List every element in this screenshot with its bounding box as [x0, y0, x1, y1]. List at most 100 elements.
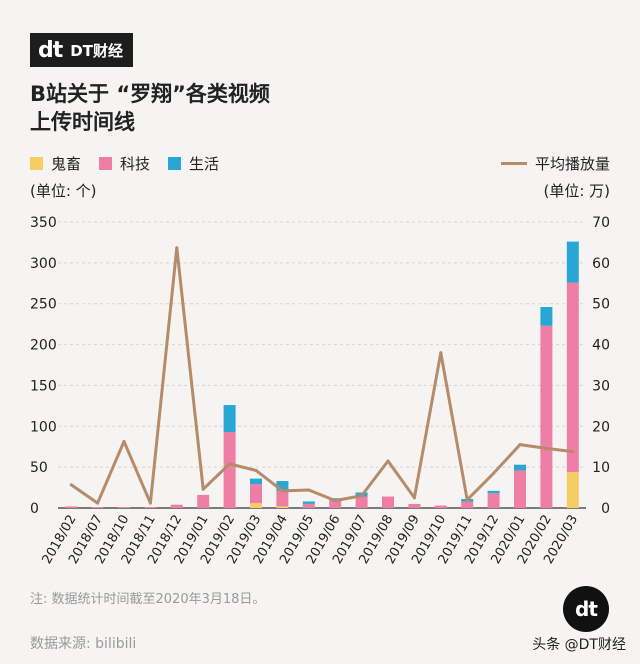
- avg-views-point: [360, 494, 364, 498]
- x-axis-labels: 2018/022018/072018/102018/112018/122019/…: [40, 513, 582, 567]
- legend-label-shenghuo: 生活: [189, 155, 220, 173]
- bar-segment-鬼畜: [566, 472, 579, 508]
- legend-label-guichu: 鬼畜: [51, 155, 82, 173]
- bar-segment-科技: [461, 501, 474, 508]
- legend-line-swatch: [500, 162, 527, 165]
- right-tick-label: 10: [592, 460, 610, 476]
- bar-segment-科技: [329, 500, 342, 508]
- legend-swatch-keji: [99, 157, 113, 170]
- bar-segment-科技: [434, 505, 447, 508]
- legend-swatch-shenghuo: [168, 157, 182, 170]
- left-axis-unit: (单位: 个): [30, 182, 97, 200]
- left-tick-label: 250: [30, 297, 57, 313]
- avg-views-point: [571, 450, 575, 454]
- avg-views-point: [96, 501, 100, 505]
- footnote: 注: 数据统计时间截至2020年3月18日。: [30, 592, 266, 607]
- bar-segment-科技: [302, 503, 315, 508]
- line-series: [69, 246, 575, 505]
- bar-segment-生活: [566, 241, 579, 283]
- avg-views-point: [333, 499, 337, 503]
- bar-segment-科技: [223, 432, 236, 508]
- left-axis-ticks: 0 50 100 150 200 250 300 350: [30, 215, 57, 517]
- right-axis-ticks: 0 10 20 30 40 50 60 70: [592, 215, 610, 517]
- bar-segment-生活: [302, 501, 315, 504]
- bar-segment-生活: [250, 478, 262, 485]
- bar-segment-科技: [566, 282, 579, 473]
- avg-views-point: [544, 446, 548, 450]
- right-tick-label: 70: [592, 215, 610, 231]
- bar-segment-科技: [540, 325, 553, 508]
- toutiao-watermark: 头条 @DT财经: [532, 637, 626, 653]
- bar-segment-科技: [487, 493, 500, 508]
- avg-views-point: [148, 501, 152, 505]
- legend-swatch-guichu: [30, 157, 43, 170]
- left-tick-label: 350: [30, 215, 57, 231]
- chart-title-line2: 上传时间线: [30, 110, 135, 134]
- brand-mark: dt: [38, 37, 63, 63]
- legend-item-keji: 科技: [99, 153, 150, 174]
- avg-views-point: [518, 443, 522, 447]
- avg-views-point: [307, 488, 311, 492]
- right-tick-label: 40: [592, 338, 610, 354]
- chart-title-line1: B站关于 “罗翔”各类视频: [30, 82, 270, 106]
- avg-views-point: [386, 459, 390, 463]
- chart-title: B站关于 “罗翔”各类视频 上传时间线: [30, 80, 270, 136]
- avg-views-line: [70, 246, 573, 505]
- avg-views-point: [439, 351, 443, 355]
- avg-views-point: [201, 487, 205, 491]
- left-tick-label: 50: [30, 460, 48, 476]
- bar-segment-科技: [144, 507, 157, 508]
- bar-segment-科技: [250, 484, 262, 504]
- right-tick-label: 0: [601, 501, 610, 517]
- legend-label-avg-views: 平均播放量: [534, 155, 610, 173]
- bar-segment-科技: [276, 490, 289, 507]
- bar-segment-科技: [170, 504, 183, 508]
- bar-segment-科技: [382, 496, 394, 508]
- bar-segment-鬼畜: [276, 506, 289, 508]
- bar-segment-生活: [540, 306, 553, 326]
- bar-segment-科技: [118, 507, 130, 508]
- right-axis-unit: (单位: 万): [543, 182, 610, 200]
- avg-views-point: [412, 496, 416, 500]
- right-tick-label: 60: [592, 256, 610, 272]
- bar-segment-科技: [514, 470, 526, 508]
- avg-views-point: [465, 498, 469, 502]
- left-tick-label: 300: [30, 256, 57, 272]
- legend-label-keji: 科技: [120, 155, 151, 173]
- bar-segment-科技: [65, 506, 78, 508]
- bar-segment-生活: [514, 464, 526, 471]
- bar-segment-科技: [408, 503, 421, 508]
- bar-segment-科技: [197, 494, 210, 508]
- avg-views-point: [492, 471, 496, 475]
- bar-segment-科技: [355, 496, 368, 508]
- avg-views-point: [254, 468, 258, 472]
- left-tick-label: 200: [30, 338, 57, 354]
- right-tick-label: 50: [592, 297, 610, 313]
- avg-views-point: [69, 483, 73, 487]
- legend-item-shenghuo: 生活: [168, 153, 219, 174]
- brand-logo: dt DT财经: [30, 33, 133, 67]
- bar-segment-鬼畜: [250, 503, 262, 508]
- avg-views-point: [280, 489, 284, 493]
- dt-badge-icon: dt: [563, 586, 609, 632]
- bar-segment-科技: [91, 507, 104, 508]
- right-tick-label: 20: [592, 419, 610, 435]
- legend-left: 鬼畜 科技 生活: [30, 153, 237, 174]
- bar-segment-生活: [276, 481, 289, 491]
- left-tick-label: 0: [30, 501, 39, 517]
- right-tick-label: 30: [592, 378, 610, 394]
- legend-item-guichu: 鬼畜: [30, 153, 81, 174]
- left-tick-label: 100: [30, 419, 57, 435]
- legend-right: 平均播放量: [500, 153, 610, 174]
- data-source: 数据来源: bilibili: [30, 636, 137, 652]
- bar-segment-生活: [487, 490, 500, 494]
- avg-views-point: [122, 439, 126, 443]
- avg-views-point: [175, 246, 179, 250]
- avg-views-point: [228, 462, 232, 466]
- left-tick-label: 150: [30, 378, 57, 394]
- grid-lines: [58, 221, 586, 509]
- brand-name: DT财经: [70, 41, 123, 60]
- bar-segment-生活: [223, 405, 236, 433]
- bar-series: [65, 241, 579, 508]
